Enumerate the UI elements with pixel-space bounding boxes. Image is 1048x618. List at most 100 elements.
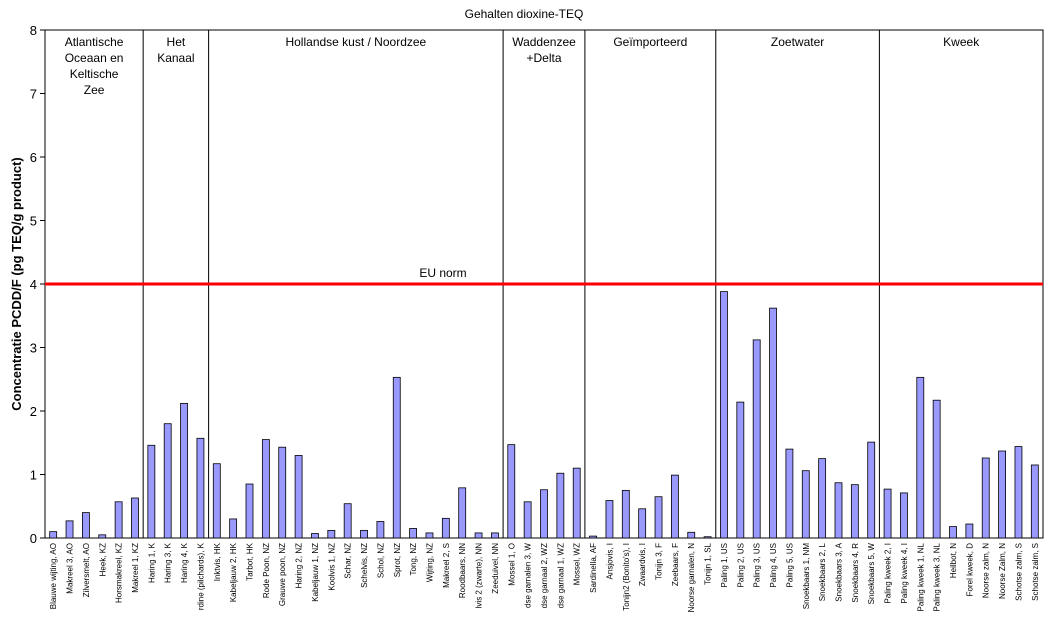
x-tick-label: Ansjovis, I (605, 543, 614, 579)
y-tick-label: 6 (30, 150, 37, 165)
bar (883, 488, 892, 539)
y-axis-label: Concentratie PCDD/F (pg TEQ/g product) (9, 157, 24, 411)
x-tick-label: Mossel, WZ (573, 543, 582, 585)
bar (229, 518, 238, 539)
group-label: Zee (84, 83, 105, 97)
x-tick-label: Schar, NZ (344, 543, 353, 579)
bar (147, 444, 156, 539)
bar (180, 402, 188, 539)
x-tick-label: Noorse Zalm, N (998, 543, 1007, 599)
bar (474, 532, 483, 539)
x-tick-label: Paling 1, US (720, 543, 729, 587)
x-tick-label: Paling 4, US (769, 543, 778, 587)
group-label: Hollandse kust / Noordzee (285, 35, 426, 49)
x-tick-label: Heilbot, N (949, 543, 958, 578)
x-tick-label: Roodbaars, NN (458, 543, 467, 598)
bar (196, 437, 205, 539)
x-tick-label: Rode Poon, NZ (262, 543, 271, 598)
bar (867, 441, 876, 539)
bar (556, 472, 565, 539)
group-label: Geïmporteerd (613, 35, 687, 49)
x-tick-label: Inktvis, HK (213, 542, 222, 581)
y-tick-label: 7 (30, 87, 37, 102)
x-tick-label: dse garnaal 2, WZ (540, 543, 549, 608)
bar (245, 483, 254, 539)
x-tick-label: Schotse zalm, S (1014, 543, 1023, 601)
bar (360, 529, 368, 539)
x-tick-label: Zeebaars, F (671, 543, 680, 586)
x-tick-label: Wijting, NZ (425, 543, 434, 582)
x-tick-label: Zwaardvis, I (638, 543, 647, 586)
bar (392, 376, 401, 539)
bar (769, 307, 777, 539)
bar (523, 501, 532, 539)
x-tick-label: Blauwe wijting, AO (49, 543, 58, 609)
x-tick-label: Paling 3, US (753, 543, 762, 587)
x-tick-label: Paling kweek 4, I (900, 543, 909, 603)
x-tick-label: Grauwe poon, NZ (278, 543, 287, 606)
x-tick-label: dse garnalen 3, W (524, 543, 533, 608)
x-tick-label: Schotse zalm, S (1031, 543, 1040, 601)
bar (932, 399, 941, 539)
bar (98, 534, 107, 539)
y-tick-label: 0 (30, 531, 37, 546)
y-tick-label: 3 (30, 341, 37, 356)
bar (654, 496, 663, 539)
x-tick-label: Paling 2, US (736, 543, 745, 587)
bar (294, 455, 303, 539)
x-tick-label: Tonijn 3, F (655, 543, 664, 580)
group-label: Kweek (943, 35, 980, 49)
x-tick-label: Snoekbaars 5, W (867, 543, 876, 605)
y-tick-label: 5 (30, 214, 37, 229)
group-label: Kanaal (157, 51, 194, 65)
bar (965, 523, 974, 539)
bar (65, 520, 74, 539)
x-tick-label: Koolvis 1, NZ (327, 543, 336, 591)
chart-title: Gehalten dioxine-TEQ (465, 7, 584, 21)
y-tick-label: 1 (30, 468, 37, 483)
x-tick-label: Sardinella, AF (589, 543, 598, 593)
bar (1030, 464, 1039, 539)
x-tick-label: Kabeljauw 1, NZ (311, 543, 320, 602)
bar (114, 501, 123, 539)
bar (703, 536, 712, 539)
bar (311, 533, 319, 539)
bar (163, 423, 172, 539)
x-tick-label: Tonijn2 (Bonito's), I (622, 543, 631, 611)
bar (572, 467, 581, 539)
bar (785, 448, 794, 539)
group-label: Waddenzee (512, 35, 576, 49)
x-tick-label: Paling kweek 2, I (884, 543, 893, 603)
bar (752, 339, 761, 539)
x-tick-label: Tonijn 1, SL (704, 542, 713, 584)
bar (49, 531, 58, 539)
y-tick-label: 4 (30, 277, 37, 292)
bar (507, 444, 516, 539)
group-label: +Delta (526, 51, 561, 65)
bar (212, 463, 221, 539)
x-tick-label: Snoekbaars 2, L (818, 542, 827, 601)
x-tick-label: Schol, NZ (376, 543, 385, 578)
bar (82, 512, 90, 539)
bar (589, 535, 597, 539)
bar (720, 291, 728, 539)
x-tick-label: Schelvis, NZ (360, 543, 369, 588)
x-tick-label: Snoekbaars 1, NM (802, 543, 811, 610)
bar (638, 508, 647, 539)
bar (850, 484, 859, 539)
x-tick-label: Paling kweek 1, NL (916, 542, 925, 611)
x-tick-label: dse garnaal 1, WZ (556, 543, 565, 608)
x-tick-label: Kabeljauw 2, HK (229, 542, 238, 602)
x-tick-label: Noorse zalm, N (982, 543, 991, 598)
x-tick-label: Tarbot, HK (246, 542, 255, 580)
x-tick-label: Haring 2, NZ (295, 543, 304, 588)
x-tick-label: Forel kweek, D (965, 543, 974, 597)
y-tick-label: 2 (30, 404, 37, 419)
bar (687, 531, 696, 539)
group-label: Keltische (70, 67, 119, 81)
bar (834, 482, 843, 539)
x-tick-label: lvis 2 (zwarte), NN (475, 543, 484, 609)
bar (491, 532, 499, 539)
bar (327, 529, 336, 539)
